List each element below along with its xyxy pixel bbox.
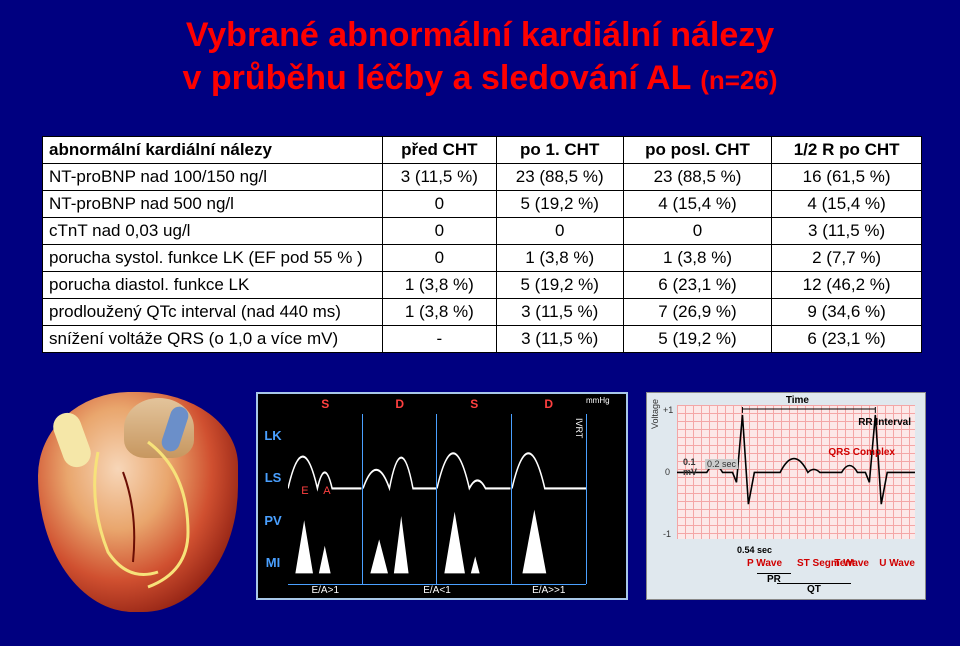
table-row: NT-proBNP nad 100/150 ng/l3 (11,5 %)23 (…: [43, 164, 922, 191]
col-label: abnormální kardiální nálezy: [43, 137, 383, 164]
table-header-row: abnormální kardiální nálezy před CHT po …: [43, 137, 922, 164]
title-line2: v průběhu léčby a sledování AL (n=26): [0, 57, 960, 100]
heart-illustration: [38, 392, 238, 612]
table-row: porucha systol. funkce LK (EF pod 55 % )…: [43, 245, 922, 272]
echo-diagram: S D S D mmHg LK LS PV MI E A IVRT: [256, 392, 628, 600]
table-row: prodloužený QTc interval (nad 440 ms)1 (…: [43, 299, 922, 326]
col-halfr: 1/2 R po CHT: [772, 137, 922, 164]
table-row: NT-proBNP nad 500 ng/l05 (19,2 %)4 (15,4…: [43, 191, 922, 218]
ecg-diagram: Voltage +1 0 -1 Time RR Interval QRS Com…: [646, 392, 926, 600]
col-after1: po 1. CHT: [496, 137, 623, 164]
slide-title: Vybrané abnormální kardiální nálezy v pr…: [0, 0, 960, 99]
table-row: cTnT nad 0,03 ug/l0003 (11,5 %): [43, 218, 922, 245]
title-line1: Vybrané abnormální kardiální nálezy: [0, 14, 960, 57]
table-row: porucha diastol. funkce LK1 (3,8 %)5 (19…: [43, 272, 922, 299]
findings-table: abnormální kardiální nálezy před CHT po …: [42, 136, 922, 353]
table-row: snížení voltáže QRS (o 1,0 a více mV)-3 …: [43, 326, 922, 353]
col-afterlast: po posl. CHT: [623, 137, 771, 164]
col-before: před CHT: [383, 137, 497, 164]
figure-row: S D S D mmHg LK LS PV MI E A IVRT: [38, 392, 926, 630]
